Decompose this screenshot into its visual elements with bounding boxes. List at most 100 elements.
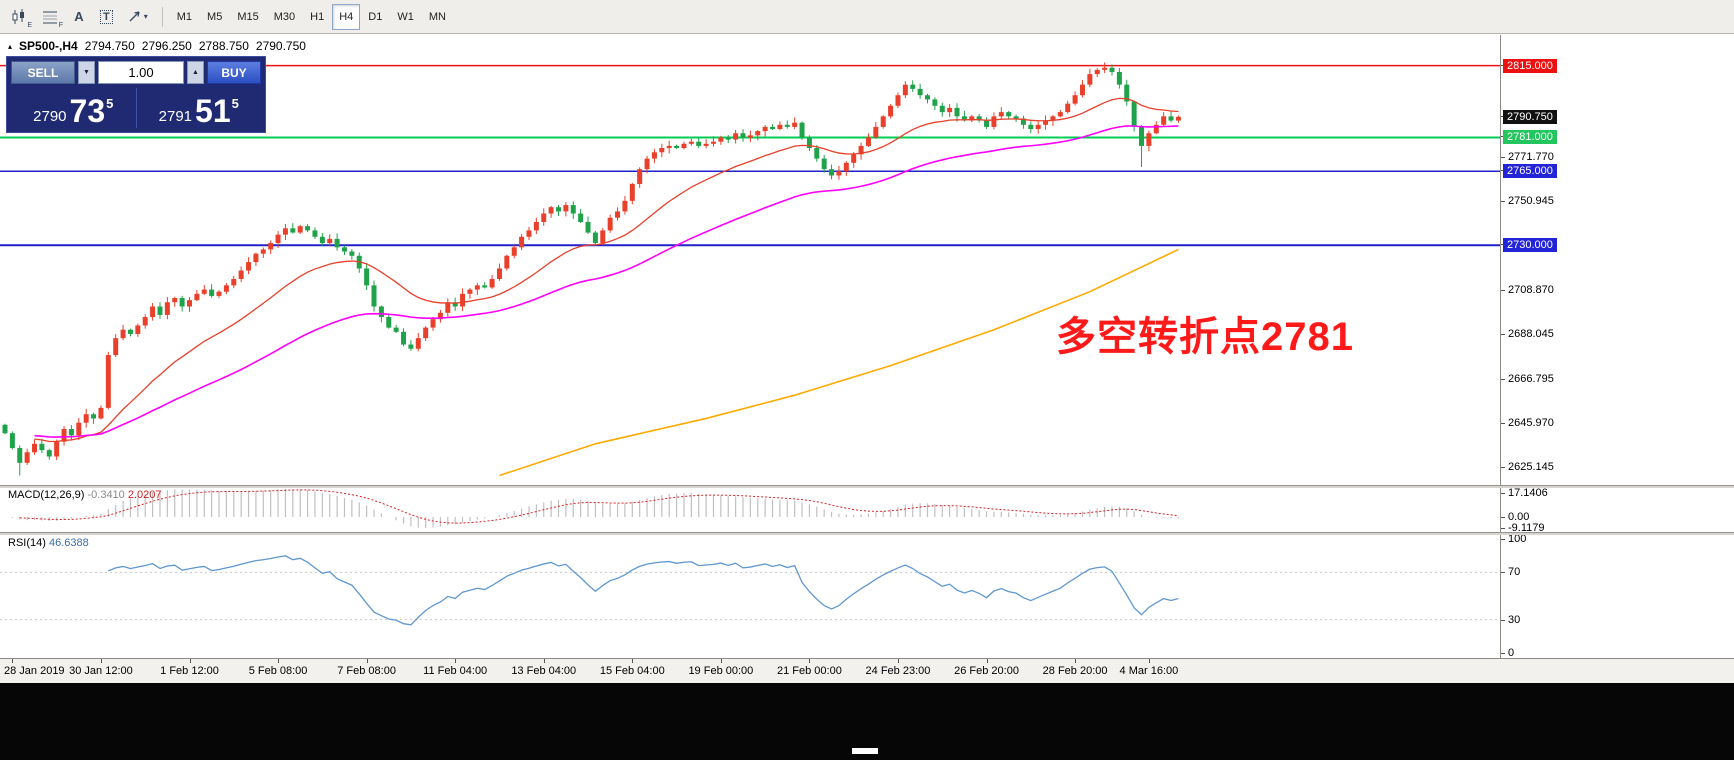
price-badge-2730.000: 2730.000 bbox=[1503, 238, 1557, 253]
sell-price-pips: 73 bbox=[69, 93, 106, 130]
time-tick bbox=[1148, 659, 1150, 663]
timeframe-buttons-group: M1 M5 M15 M30 H1 H4 D1 W1 MN bbox=[170, 3, 453, 30]
macd-indicator-panel[interactable] bbox=[0, 487, 1500, 532]
price-axis-label: 2666.795 bbox=[1508, 372, 1554, 385]
time-axis-label: 28 Feb 20:00 bbox=[1042, 665, 1108, 677]
timeframe-w1-button[interactable]: W1 bbox=[390, 4, 421, 30]
macd-name: MACD(12,26,9) bbox=[8, 489, 85, 501]
time-axis[interactable]: 28 Jan 2019 30 Jan 12:00 1 Feb 12:00 5 Feb … bbox=[0, 658, 1734, 683]
time-tick bbox=[809, 659, 811, 663]
timeframe-h4-button[interactable]: H4 bbox=[332, 3, 361, 30]
dropdown-caret-icon: ▾ bbox=[143, 12, 148, 21]
price-badge-2790.750: 2790.750 bbox=[1503, 109, 1557, 124]
sell-price-point: 5 bbox=[106, 96, 114, 111]
axis-tick bbox=[1501, 528, 1505, 529]
axis-tick bbox=[1501, 333, 1505, 335]
axis-tick bbox=[1501, 539, 1505, 540]
macd-main-value: -0.3410 bbox=[87, 489, 125, 501]
buy-button[interactable]: BUY bbox=[207, 61, 261, 84]
text-tool-glyph: A bbox=[74, 9, 84, 24]
rsi-indicator-panel[interactable] bbox=[0, 534, 1500, 658]
symbol-period-label: SP500-,H4 bbox=[19, 39, 78, 53]
axis-tick bbox=[1501, 156, 1505, 158]
price-axis-label: 2645.970 bbox=[1508, 416, 1554, 429]
text-label-tool-button[interactable]: T bbox=[93, 4, 120, 30]
macd-panel-splitter[interactable] bbox=[0, 485, 1734, 488]
timeframe-m15-button[interactable]: M15 bbox=[230, 4, 265, 30]
macd-axis-zero: 0.00 bbox=[1508, 511, 1530, 524]
timeframe-m30-button[interactable]: M30 bbox=[267, 4, 302, 30]
time-tick bbox=[189, 659, 191, 663]
time-axis-label: 21 Feb 00:00 bbox=[776, 665, 842, 677]
time-axis-label: 11 Feb 04:00 bbox=[423, 665, 488, 677]
rsi-axis-100: 100 bbox=[1508, 533, 1527, 545]
timeframe-mn-button[interactable]: MN bbox=[422, 4, 453, 30]
buy-price-display[interactable]: 2791 51 5 bbox=[137, 88, 262, 128]
price-axis-label: 2750.945 bbox=[1508, 194, 1554, 207]
price-badge-2781.000: 2781.000 bbox=[1503, 130, 1557, 145]
axis-tick bbox=[1501, 422, 1505, 424]
quote-high: 2796.250 bbox=[141, 39, 192, 53]
time-axis-label: 15 Feb 04:00 bbox=[599, 665, 665, 677]
axis-tick bbox=[1501, 572, 1505, 574]
axis-tick bbox=[1501, 378, 1505, 380]
price-badge-2765.000: 2765.000 bbox=[1503, 164, 1557, 179]
time-axis-label: 5 Feb 08:00 bbox=[248, 665, 308, 677]
candlesticks-tool-button[interactable]: E bbox=[4, 4, 34, 30]
volume-input[interactable] bbox=[98, 61, 184, 84]
rsi-name: RSI(14) bbox=[8, 537, 46, 549]
arrows-tool-button[interactable]: ▾ bbox=[121, 4, 155, 30]
time-tick bbox=[1075, 659, 1077, 663]
macd-title: MACD(12,26,9) -0.3410 2.0207 bbox=[8, 489, 162, 501]
price-axis-label: 2688.045 bbox=[1508, 327, 1554, 340]
time-axis-label: 30 Jan 12:00 bbox=[69, 665, 133, 677]
trade-panel-divider bbox=[135, 88, 137, 128]
macd-signal-value: 2.0207 bbox=[127, 489, 162, 501]
chart-quote-header: ▴ SP500-,H4 2794.750 2796.250 2788.750 2… bbox=[8, 39, 306, 53]
time-tick bbox=[100, 659, 102, 663]
sell-price-display[interactable]: 2790 73 5 bbox=[11, 88, 136, 128]
fibonacci-tool-sub-label: F bbox=[58, 21, 63, 29]
time-tick bbox=[543, 659, 545, 663]
time-axis-label: 19 Feb 00:00 bbox=[688, 665, 754, 677]
time-axis-label: 13 Feb 04:00 bbox=[511, 665, 577, 677]
main-toolbar: E F A T ▾ M1 M5 M15 M30 H1 H4 D1 W1 MN bbox=[0, 0, 1734, 34]
macd-axis-max: 17.1406 bbox=[1508, 487, 1548, 499]
volume-increase-button[interactable]: ▲ bbox=[187, 61, 204, 84]
timeframe-m5-button[interactable]: M5 bbox=[200, 4, 229, 30]
text-tool-button[interactable]: A bbox=[66, 4, 92, 30]
sell-button[interactable]: SELL bbox=[11, 61, 75, 84]
rsi-axis-30: 30 bbox=[1508, 613, 1521, 626]
fibonacci-tool-button[interactable]: F bbox=[35, 4, 65, 30]
axis-tick bbox=[1501, 493, 1505, 494]
candlesticks-tool-sub-label: E bbox=[27, 21, 32, 29]
time-tick bbox=[986, 659, 988, 663]
axis-tick bbox=[1501, 653, 1505, 654]
timeframe-h1-button[interactable]: H1 bbox=[303, 4, 331, 30]
collapse-icon[interactable]: ▴ bbox=[8, 41, 13, 51]
buy-price-pips: 51 bbox=[195, 93, 231, 130]
toolbar-separator bbox=[161, 6, 163, 27]
time-axis-label: 4 Mar 16:00 bbox=[1119, 665, 1179, 677]
timeframe-d1-button[interactable]: D1 bbox=[361, 4, 389, 30]
price-badge-2815.000: 2815.000 bbox=[1503, 58, 1557, 73]
rsi-title: RSI(14) 46.6388 bbox=[8, 537, 89, 549]
annotation-text: 多空转折点2781 bbox=[1056, 315, 1354, 359]
axis-tick bbox=[1501, 619, 1505, 621]
time-tick bbox=[278, 659, 280, 663]
buy-price-integer: 2791 bbox=[158, 108, 193, 125]
price-axis[interactable]: 2771.770 2750.945 2708.870 2688.045 2666.795… bbox=[1500, 35, 1734, 659]
axis-tick bbox=[1501, 289, 1505, 291]
text-label-tool-glyph: T bbox=[100, 9, 113, 24]
volume-decrease-button[interactable]: ▼ bbox=[78, 61, 95, 84]
time-tick bbox=[720, 659, 722, 663]
rsi-panel-splitter[interactable] bbox=[0, 532, 1734, 535]
buy-price-point: 5 bbox=[231, 96, 239, 111]
quote-low: 2788.750 bbox=[198, 39, 249, 53]
drawing-tools-group: E F A T ▾ bbox=[4, 4, 155, 30]
time-tick bbox=[455, 659, 457, 663]
time-axis-label: 26 Feb 20:00 bbox=[954, 665, 1019, 677]
macd-axis-min: -9.1179 bbox=[1508, 522, 1545, 534]
timeframe-m1-button[interactable]: M1 bbox=[170, 4, 199, 30]
